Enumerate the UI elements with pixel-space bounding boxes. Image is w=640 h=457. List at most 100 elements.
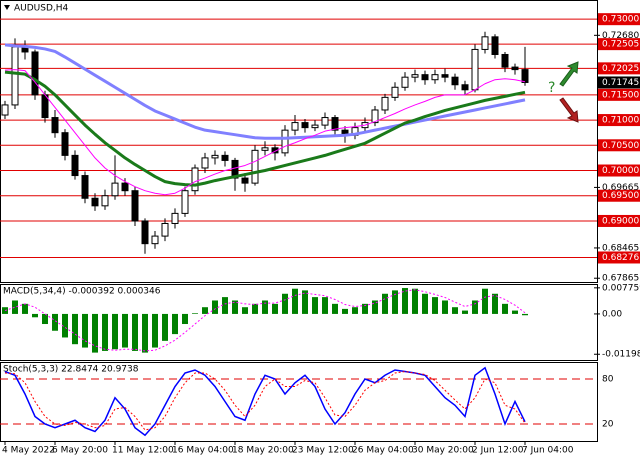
candle-body [301,122,309,129]
macd-bar [2,307,8,314]
y-tick-label: 0.007759 [602,283,640,293]
macd-bar [162,313,168,341]
candle-body [261,147,269,151]
candle-body [491,36,499,55]
macd-bar [222,297,228,314]
y-tick-label: -0.011987 [602,350,640,360]
macd-bar [492,293,498,314]
candle-body [471,48,479,91]
x-tick-label: 26 May 04:00 [352,446,414,456]
y-tick-label: 80 [602,375,614,385]
candle-body [131,190,139,222]
level-label-box [598,189,640,202]
macd-bar [62,313,68,338]
candle-body [311,124,319,129]
macd-bar [522,313,528,316]
x-tick-label: 6 May 20:00 [52,446,108,456]
moving-average [4,43,526,140]
x-tick-label: 18 May 20:00 [232,446,294,456]
last-price-label: 0.71745 [602,78,639,88]
candle-body [221,154,229,161]
macd-bar [362,303,368,314]
x-tick-label: 16 May 04:00 [172,446,234,456]
candle-body [391,86,399,98]
macd-bar [342,308,348,314]
y-tick-label: 0.00 [602,309,622,319]
macd-bar [452,307,458,314]
level-label-box [598,13,640,26]
candle-body [181,190,189,214]
stoch-line [4,371,526,431]
level-label: 0.70000 [602,166,639,176]
macd-bar [112,313,118,350]
candle-body [241,177,249,184]
candle-body [331,117,339,131]
up-arrow [559,61,579,87]
macd-bar [252,303,258,314]
macd-bar [12,300,18,314]
candle-body [371,109,379,124]
stoch-line [4,366,526,437]
macd-bar [442,300,448,314]
level-label: 0.72025 [602,64,639,74]
candle-body [251,149,259,184]
candle-body [161,222,169,237]
macd-bar [92,313,98,353]
last-price-box [598,76,640,89]
macd-bar [322,297,328,314]
candle-body [121,182,129,192]
level-label: 0.72505 [602,40,639,50]
y-tick-label: 0.69665 [602,183,639,193]
candle-body [171,212,179,224]
macd-bar [72,313,78,345]
stoch-title: Stoch(5,3,3) 22.8474 20.9738 [3,365,139,375]
macd-bar [432,297,438,314]
candle-body [91,197,99,207]
candle-body [421,74,429,81]
macd-bar [212,300,218,314]
y-tick-label: 0.67865 [602,274,639,284]
candle-body [141,220,149,245]
annotation: ? [548,80,555,96]
moving-average [4,70,526,187]
candle-body [321,117,329,126]
candle-body [211,154,219,159]
macd-bar [302,290,308,314]
y-tick-label: 0.68465 [602,243,639,253]
x-tick-label: 30 May 20:00 [412,446,474,456]
candle-body [191,167,199,192]
macd-bar [102,313,108,351]
macd-bar [312,297,318,314]
level-label: 0.71000 [602,116,639,126]
level-label: 0.69500 [602,191,639,201]
macd-bar [42,313,48,325]
candle-body [461,84,469,91]
macd-bar [182,313,188,325]
level-label: 0.68276 [602,253,639,263]
level-label-box [598,62,640,75]
candle-body [411,74,419,78]
macd-bar [32,313,38,318]
macd-bar [152,313,158,348]
macd-bar [462,310,468,314]
macd-bar [482,288,488,314]
macd-bar [502,303,508,314]
macd-signal [4,289,526,352]
macd-bar [412,288,418,314]
macd-bar [402,288,408,314]
macd-bar [332,303,338,314]
macd-bar [372,300,378,314]
macd-bar [472,300,478,314]
stoch-frame [0,362,598,442]
macd-bar [202,307,208,314]
y-tick-label: 0.72680 [602,31,639,41]
macd-bar [262,300,268,314]
candle-body [381,96,389,111]
candle-body [511,66,519,71]
candle-body [201,157,209,169]
level-label-box [598,38,640,51]
candle-body [441,74,449,78]
x-tick-label: 4 May 2022 [2,446,55,456]
